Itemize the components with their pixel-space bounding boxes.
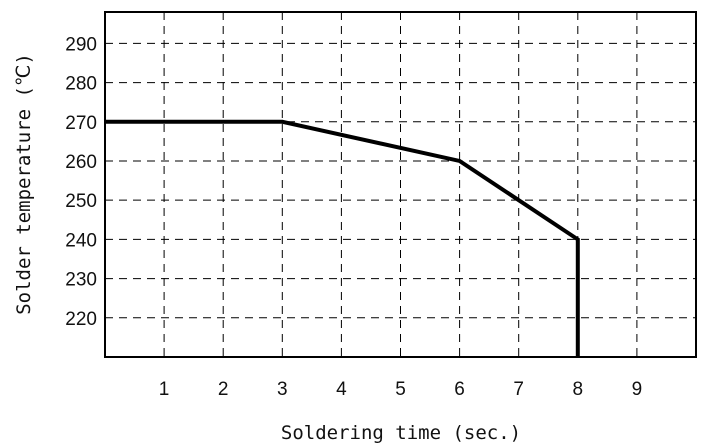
y-tick-label: 260 — [65, 152, 97, 173]
x-tick-label: 1 — [159, 379, 170, 400]
y-tick-label: 280 — [65, 74, 97, 95]
x-tick-labels: 1 2 3 4 5 6 7 8 9 — [159, 379, 642, 400]
y-tick-label: 250 — [65, 191, 97, 212]
y-tick-labels: 220 230 240 250 260 270 280 290 — [65, 34, 97, 329]
y-tick-label: 290 — [65, 34, 97, 55]
x-tick-label: 8 — [573, 379, 584, 400]
x-tick-label: 5 — [395, 379, 406, 400]
y-tick-label: 270 — [65, 113, 97, 134]
y-axis-title: Solder temperature (℃) — [13, 53, 35, 315]
x-tick-label: 2 — [218, 379, 229, 400]
x-tick-label: 3 — [277, 379, 288, 400]
y-tick-label: 220 — [65, 309, 97, 330]
y-tick-label: 230 — [65, 270, 97, 291]
gridlines — [105, 12, 696, 357]
x-tick-label: 9 — [632, 379, 643, 400]
x-tick-label: 7 — [513, 379, 524, 400]
y-tick-label: 240 — [65, 230, 97, 251]
x-axis-title: Soldering time (sec.) — [281, 422, 521, 444]
x-tick-label: 4 — [336, 379, 347, 400]
x-tick-label: 6 — [454, 379, 465, 400]
series-layer — [105, 119, 580, 357]
temperature-profile-line — [105, 119, 580, 357]
plot-frame — [104, 11, 697, 358]
